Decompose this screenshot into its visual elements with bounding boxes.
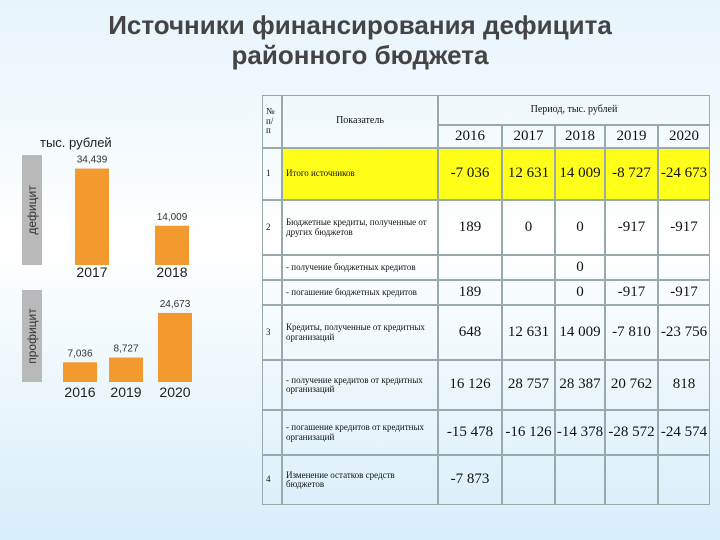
value-cell: -917 (605, 280, 658, 305)
value-cell: -8 727 (605, 148, 658, 200)
title-line: районного бюджета (231, 40, 489, 70)
row-number: 3 (262, 305, 282, 360)
x-tick-label: 2020 (159, 384, 190, 400)
title-line: Источники финансирования дефицита (108, 10, 612, 40)
value-cell: -917 (605, 200, 658, 255)
value-cell: -16 126 (502, 410, 555, 455)
value-cell (502, 280, 555, 305)
value-cell: -7 873 (438, 455, 502, 505)
value-cell (438, 255, 502, 280)
value-cell: -7 810 (605, 305, 658, 360)
x-tick-label: 2016 (64, 384, 95, 400)
value-cell: -28 572 (605, 410, 658, 455)
value-cell: -24 574 (658, 410, 710, 455)
value-cell (605, 455, 658, 505)
year-header: 2019 (605, 125, 658, 148)
value-cell: -917 (658, 280, 710, 305)
value-cell: 12 631 (502, 148, 555, 200)
x-tick-label: 2019 (110, 384, 141, 400)
value-cell: 0 (555, 280, 605, 305)
value-cell: 14 009 (555, 148, 605, 200)
year-header: 2020 (658, 125, 710, 148)
value-label: 8,727 (113, 344, 138, 355)
value-label: 7,036 (67, 348, 92, 359)
value-cell: 648 (438, 305, 502, 360)
y-axis-label: дефицит (25, 185, 39, 235)
value-cell (502, 255, 555, 280)
value-cell (658, 255, 710, 280)
value-cell: 0 (502, 200, 555, 255)
value-cell (605, 255, 658, 280)
value-cell: -23 756 (658, 305, 710, 360)
row-number: 1 (262, 148, 282, 200)
row-label: Итого источников (282, 148, 438, 200)
row-number: 4 (262, 455, 282, 505)
row-label: Бюджетные кредиты, полученные от других … (282, 200, 438, 255)
row-label: Изменение остатков средств бюджетов (282, 455, 438, 505)
value-cell: 16 126 (438, 360, 502, 410)
row-label: - погашение кредитов от кредитных органи… (282, 410, 438, 455)
value-cell (555, 455, 605, 505)
value-cell: -15 478 (438, 410, 502, 455)
value-label: 24,673 (160, 299, 191, 310)
value-cell (502, 455, 555, 505)
value-cell: 14 009 (555, 305, 605, 360)
year-header: 2016 (438, 125, 502, 148)
value-cell: 0 (555, 255, 605, 280)
row-label: - получение кредитов от кредитных органи… (282, 360, 438, 410)
value-cell: 20 762 (605, 360, 658, 410)
bar (63, 362, 97, 382)
value-label: 14,009 (157, 212, 188, 223)
row-number (262, 280, 282, 305)
bar (109, 357, 143, 382)
x-tick-label: 2017 (76, 264, 107, 280)
value-cell: 28 387 (555, 360, 605, 410)
value-cell: 189 (438, 280, 502, 305)
axis-label-box (22, 290, 42, 382)
header-cell: № п/п (262, 95, 282, 148)
row-label: - получение бюджетных кредитов (282, 255, 438, 280)
value-cell: -14 378 (555, 410, 605, 455)
value-cell: 12 631 (502, 305, 555, 360)
value-cell: 818 (658, 360, 710, 410)
value-cell: 189 (438, 200, 502, 255)
value-cell (658, 455, 710, 505)
value-label: 34,439 (77, 155, 108, 166)
value-cell: -24 673 (658, 148, 710, 200)
chart: тыс. рублей дефицит 34,439 2017 14,009 2018 пр… (22, 135, 192, 400)
value-cell: 0 (555, 200, 605, 255)
row-number (262, 410, 282, 455)
bar (155, 225, 189, 265)
row-number (262, 360, 282, 410)
row-number (262, 255, 282, 280)
header-cell: Период, тыс. рублей (438, 95, 710, 125)
x-tick-label: 2018 (156, 264, 187, 280)
chart-title: тыс. рублей (40, 135, 112, 150)
value-cell: -917 (658, 200, 710, 255)
row-label: Кредиты, полученные от кредитных организ… (282, 305, 438, 360)
year-header: 2017 (502, 125, 555, 148)
year-header: 2018 (555, 125, 605, 148)
row-number: 2 (262, 200, 282, 255)
y-axis-label: профицит (25, 308, 39, 364)
bar (158, 312, 192, 382)
value-cell: 28 757 (502, 360, 555, 410)
header-cell: Показатель (282, 95, 438, 148)
axis-label-box (22, 155, 42, 265)
value-cell: -7 036 (438, 148, 502, 200)
row-label: - погашение бюджетных кредитов (282, 280, 438, 305)
bar (75, 168, 109, 265)
